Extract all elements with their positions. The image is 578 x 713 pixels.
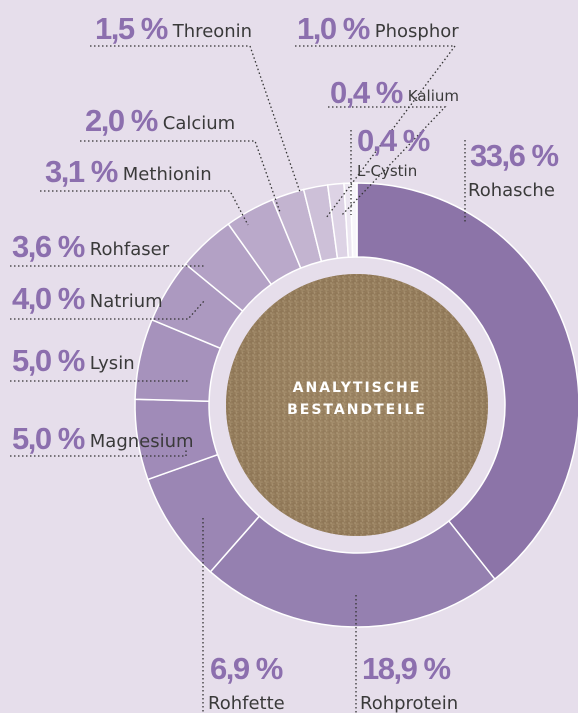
category-label: Rohasche: [468, 180, 555, 201]
category-label: L-Cystin: [357, 162, 417, 180]
category-label: Magnesium: [90, 431, 194, 452]
value-label: 2,0 %: [85, 103, 158, 138]
category-label: Methionin: [123, 164, 212, 185]
category-label: Rohfette: [208, 693, 285, 713]
category-label: Rohprotein: [360, 693, 458, 713]
chart: ANALYTISCHE BESTANDTEILE 33,6 % Rohasche 1…: [0, 0, 578, 713]
value-label: 1,5 %: [95, 11, 168, 46]
category-label: Kalium: [408, 87, 459, 105]
value-label: 5,0 %: [12, 421, 85, 456]
center-label: ANALYTISCHE: [293, 380, 422, 396]
category-label: Calcium: [163, 113, 235, 134]
value-label: 4,0 %: [12, 281, 85, 316]
value-label: 1,0 %: [297, 11, 370, 46]
category-label: Threonin: [172, 21, 252, 42]
center-label: BESTANDTEILE: [287, 402, 427, 418]
value-label: 3,6 %: [12, 229, 85, 264]
value-label: 0,4 %: [330, 75, 403, 110]
value-label: 33,6 %: [470, 138, 558, 173]
category-label: Natrium: [90, 291, 163, 312]
category-label: Phosphor: [375, 21, 460, 42]
value-label: 5,0 %: [12, 343, 85, 378]
value-label: 18,9 %: [362, 651, 450, 686]
leader-line: [40, 191, 248, 225]
category-label: Rohfaser: [90, 239, 170, 260]
category-label: Lysin: [90, 353, 135, 374]
value-label: 0,4 %: [357, 123, 430, 158]
value-label: 3,1 %: [45, 154, 118, 189]
value-label: 6,9 %: [210, 651, 283, 686]
